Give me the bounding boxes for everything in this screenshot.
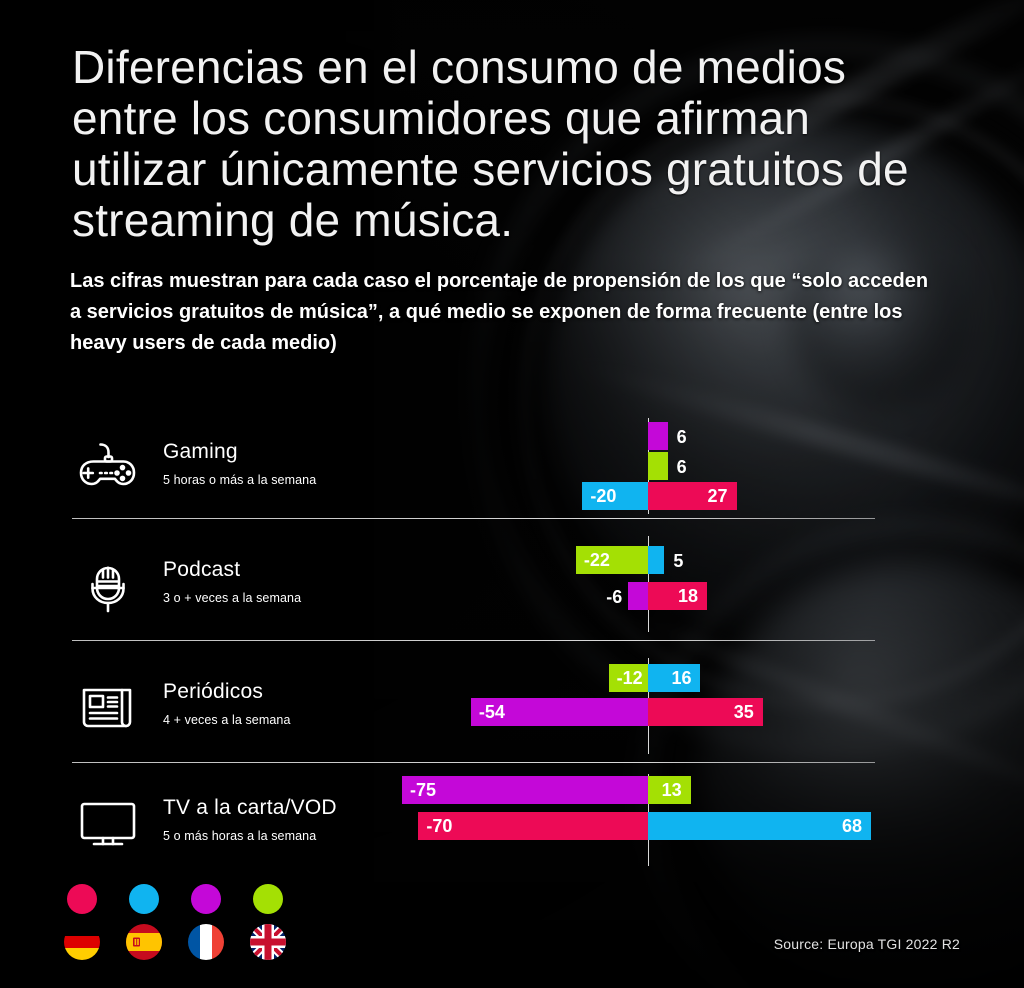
chart-row: TV a la carta/VOD 5 o más horas a la sema… (0, 768, 1024, 868)
row-bars: -12 16 -54 35 (0, 646, 1024, 756)
legend (64, 884, 286, 960)
row-separator (72, 762, 875, 763)
uk-flag (250, 924, 286, 960)
bar-value: 27 (707, 486, 728, 506)
row-label-group: Periódicos 4 + veces a la semana (163, 680, 291, 728)
bar-españa: -20 (582, 482, 648, 510)
germany-flag (64, 924, 100, 960)
medium-name: TV a la carta/VOD (163, 796, 337, 819)
bar-value: 16 (671, 668, 692, 688)
row-bars: 6 6 -20 27 (0, 406, 1024, 516)
bar-francia: -54 (470, 698, 648, 726)
bar-value: 35 (733, 702, 754, 722)
bar-value: 68 (842, 816, 863, 836)
bar-españa: 68 (648, 812, 872, 840)
bar-alemania: 35 (648, 698, 763, 726)
bar-value: -75 (410, 780, 437, 800)
chart-row: Gaming 5 horas o más a la semana 6 6 -20 27 (0, 406, 1024, 518)
spain-flag (126, 924, 162, 960)
row-bars: -22 5 -6 18 (0, 524, 1024, 634)
legend-color-dots (64, 884, 286, 914)
legend-dot-alemania (67, 884, 97, 914)
bar-alemania: 18 (648, 582, 708, 610)
bar-value-outside: 5 (673, 551, 684, 571)
bar-reino-unido: 13 (648, 776, 691, 804)
medium-name: Gaming (163, 440, 238, 463)
bar-value: -22 (583, 550, 610, 570)
row-bars: -75 13 -70 68 (0, 768, 1024, 878)
bar-value: 18 (678, 586, 699, 606)
legend-flags (64, 924, 286, 960)
bar-francia: -75 (402, 776, 648, 804)
bar-value: -54 (478, 702, 505, 722)
bar-españa: 16 (648, 664, 701, 692)
medium-subtitle: 4 + veces a la semana (163, 713, 291, 727)
legend-dot-reino-unido (253, 884, 283, 914)
chart-row: Podcast 3 o + veces a la semana -22 5 -6 18 (0, 524, 1024, 636)
medium-subtitle: 5 horas o más a la semana (163, 473, 317, 487)
page-subtitle: Las cifras muestran para cada caso el po… (70, 270, 929, 354)
bar-value: -70 (426, 816, 453, 836)
row-separator (72, 518, 875, 519)
bar-value: -12 (616, 668, 643, 688)
medium-name: Periódicos (163, 680, 264, 703)
bar-alemania: 27 (648, 482, 737, 510)
bar-value: -20 (590, 486, 617, 506)
medium-name: Podcast (163, 558, 241, 581)
bar-alemania: -70 (418, 812, 648, 840)
bar-reino-unido: -12 (608, 664, 648, 692)
source-note: Source: Europa TGI 2022 R2 (773, 936, 960, 952)
bar-value-outside: -6 (606, 587, 623, 607)
legend-dot-españa (129, 884, 159, 914)
chart-row: Periódicos 4 + veces a la semana -12 16 -54 3… (0, 646, 1024, 758)
france-flag (188, 924, 224, 960)
bar-reino-unido: -22 (575, 546, 648, 574)
medium-subtitle: 5 o más horas a la semana (163, 829, 317, 843)
bar-francia (628, 582, 648, 610)
bar-value-outside: 6 (676, 457, 687, 477)
bar-francia (648, 422, 668, 450)
bar-value-outside: 6 (676, 427, 687, 447)
bar-value: 13 (661, 780, 682, 800)
row-label-group: Podcast 3 o + veces a la semana (163, 558, 301, 606)
diverging-bar-chart: Gaming 5 horas o más a la semana 6 6 -20 27 Po… (0, 406, 1024, 874)
medium-subtitle: 3 o + veces a la semana (163, 591, 302, 605)
row-separator (72, 640, 875, 641)
legend-dot-francia (191, 884, 221, 914)
bar-reino-unido (648, 452, 668, 480)
page-title: Diferencias en el consumo de medios entr… (72, 41, 909, 246)
row-label-group: Gaming 5 horas o más a la semana (163, 440, 316, 488)
row-label-group: TV a la carta/VOD 5 o más horas a la sema… (163, 796, 337, 844)
bar-españa (648, 546, 665, 574)
